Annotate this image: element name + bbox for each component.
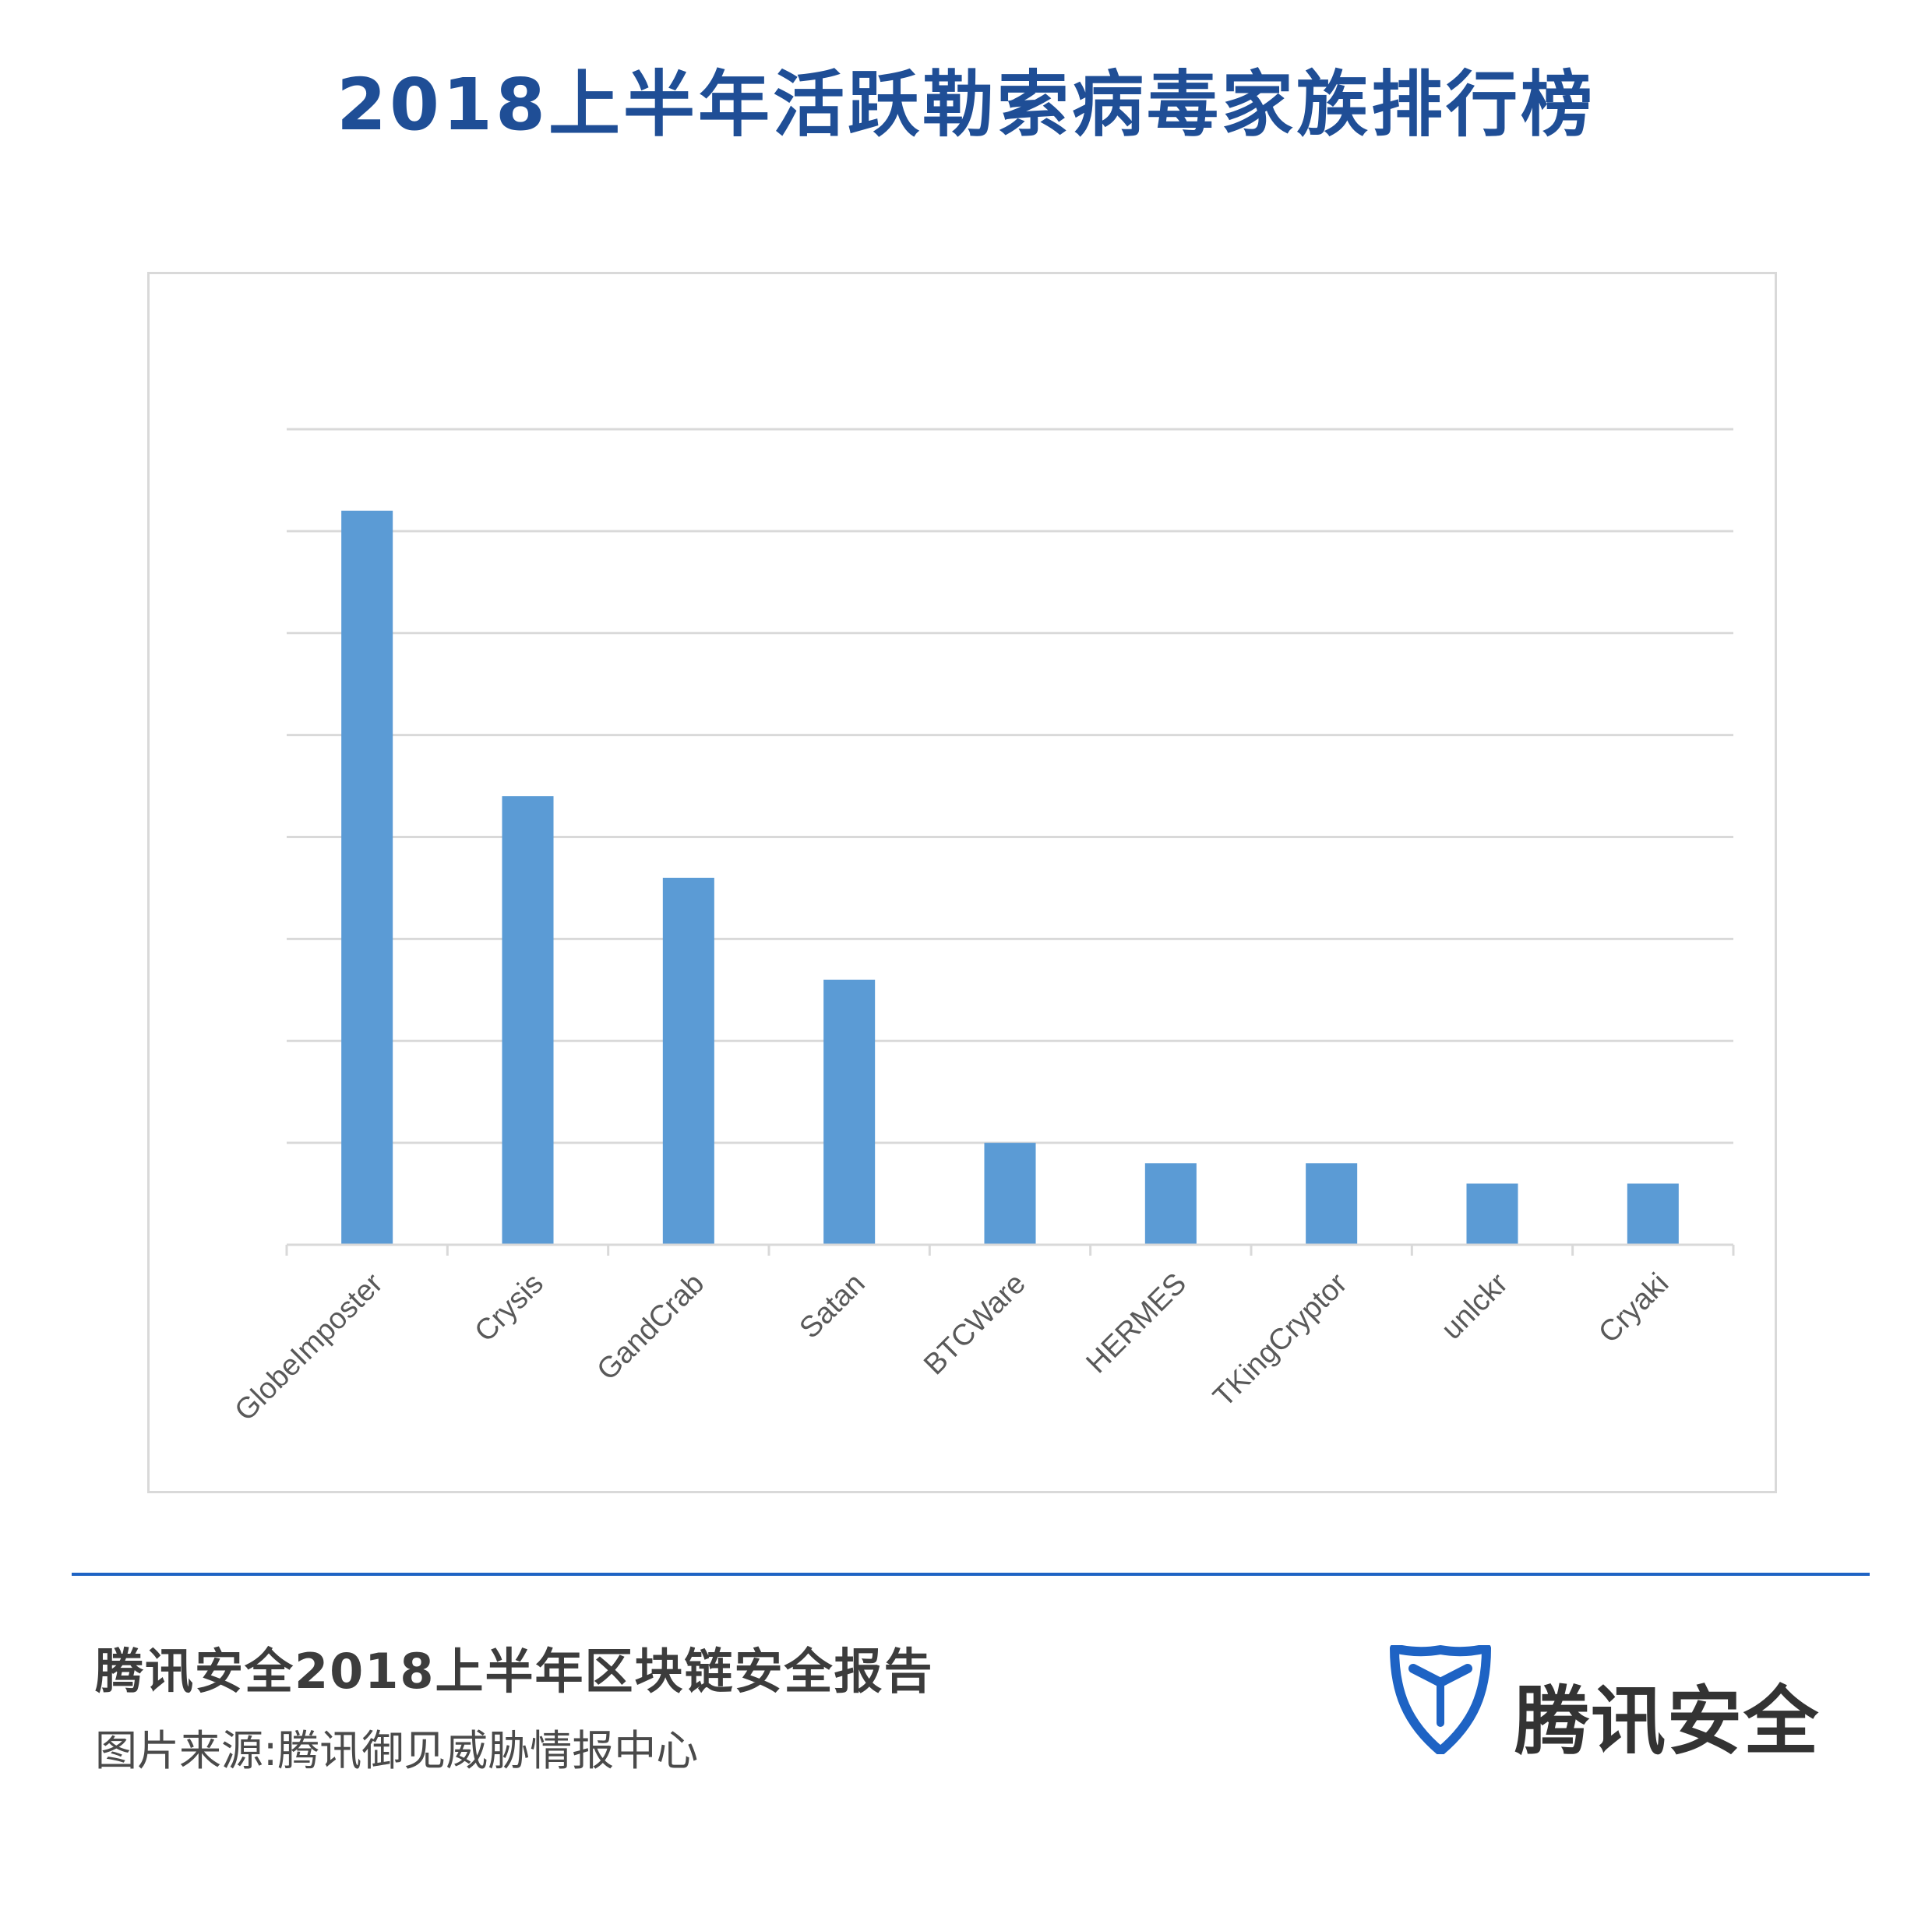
bar-cryaki	[1627, 1183, 1679, 1245]
chart-container: GlobeImposter Crysis GandCrab Satan BTCWare H…	[147, 272, 1777, 1493]
report-title: 腾讯安全2018上半年区块链安全报告	[95, 1643, 934, 1700]
bar-crysis	[502, 796, 554, 1245]
x-tick-label: HERMES	[1081, 1267, 1193, 1380]
brand-name: 腾讯安全	[1514, 1678, 1820, 1765]
x-tick-label: TKingCryptor	[1208, 1267, 1354, 1413]
bar-unlckr	[1466, 1183, 1518, 1245]
bars	[341, 510, 1679, 1245]
page-title: 2018上半年活跃勒索病毒家族排行榜	[336, 63, 1596, 146]
x-tick-labels: GlobeImposter Crysis GandCrab Satan BTCWare H…	[229, 1267, 1676, 1427]
bar-satan	[823, 979, 876, 1245]
footer-divider	[72, 1573, 1870, 1576]
tencent-security-shield-icon	[1390, 1645, 1491, 1754]
x-tick-label: Satan	[794, 1267, 872, 1345]
brand-block: 腾讯安全	[1390, 1645, 1826, 1765]
image-source: 图片来源:腾讯御见威胁情报中心	[95, 1726, 699, 1775]
x-tick-label: unlckr	[1435, 1267, 1514, 1346]
x-tick-label: Cryaki	[1592, 1267, 1675, 1350]
x-tick-label: BTCWare	[918, 1267, 1032, 1382]
bar-gandcrab	[662, 877, 714, 1245]
x-tick-label: Crysis	[469, 1267, 550, 1348]
x-tick-label: GlobeImposter	[229, 1267, 390, 1427]
bar-hermes	[1144, 1163, 1197, 1245]
bar-btcware	[984, 1143, 1036, 1245]
bar-tkingcryptor	[1306, 1163, 1358, 1245]
x-tick-label: GandCrab	[591, 1267, 711, 1387]
bar-globeimposter	[341, 510, 393, 1245]
bar-chart: GlobeImposter Crysis GandCrab Satan BTCWare H…	[229, 428, 1735, 1428]
x-axis	[285, 1243, 1735, 1256]
